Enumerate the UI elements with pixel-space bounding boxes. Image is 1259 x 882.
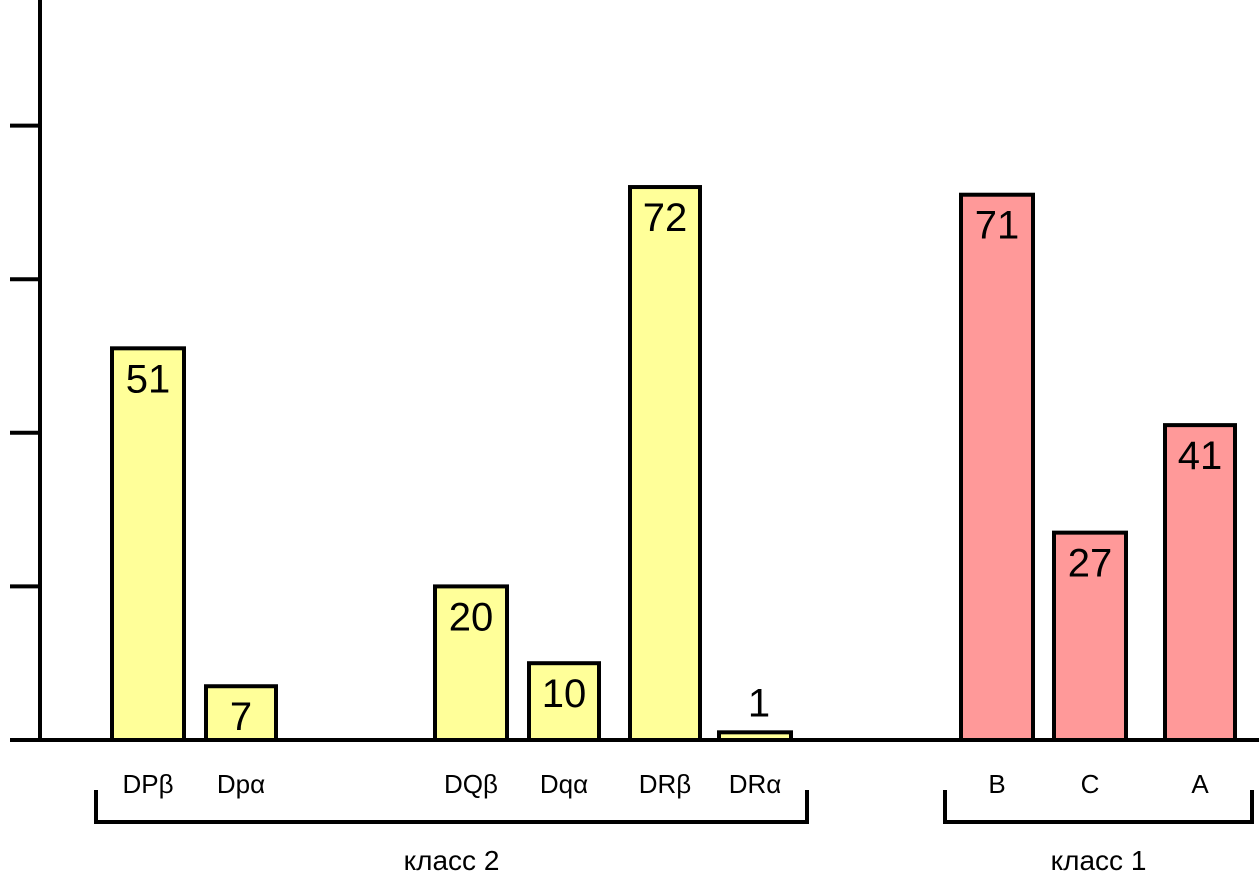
group-label: класс 1 xyxy=(1051,845,1147,876)
bar-value-label: 71 xyxy=(975,204,1020,248)
bar-value-label: 72 xyxy=(643,196,688,240)
category-label: DQβ xyxy=(444,769,498,799)
bar-Dpα xyxy=(204,684,278,742)
bar-value-label: 20 xyxy=(449,595,494,639)
category-label: DPβ xyxy=(122,769,173,799)
bar-DRβ xyxy=(628,185,702,743)
bar-C xyxy=(1052,530,1128,743)
category-label: DRβ xyxy=(639,769,692,799)
bar-value-label: 41 xyxy=(1178,434,1223,478)
bar-DPβ xyxy=(110,346,186,742)
bar-value-label: 1 xyxy=(748,681,770,725)
category-label: Dpα xyxy=(217,769,265,799)
bar-DRα xyxy=(717,730,793,743)
bar-Dqα xyxy=(527,661,601,743)
bar-value-label: 10 xyxy=(542,672,587,716)
bar-value-label: 51 xyxy=(126,357,171,401)
bar-A xyxy=(1163,423,1237,742)
category-label: C xyxy=(1081,769,1100,799)
group-label: класс 2 xyxy=(404,845,500,876)
chart-bars: 51 7 20 10 72 1 71 27 41 xyxy=(110,185,1237,743)
bar-B xyxy=(959,192,1035,743)
category-label: B xyxy=(988,769,1005,799)
bar-value-label: 27 xyxy=(1068,542,1113,586)
category-label: DRα xyxy=(729,769,782,799)
group-bracket xyxy=(943,790,1254,824)
category-labels: DPβ Dpα DQβ Dqα DRβ DRα B C A xyxy=(122,769,1209,799)
bar-DQβ xyxy=(433,584,509,743)
group-bracket xyxy=(94,790,809,824)
category-label: A xyxy=(1191,769,1209,799)
category-label: Dqα xyxy=(540,769,588,799)
bar-value-label: 7 xyxy=(230,695,252,739)
group-brackets: класс 2 класс 1 xyxy=(94,790,1254,876)
